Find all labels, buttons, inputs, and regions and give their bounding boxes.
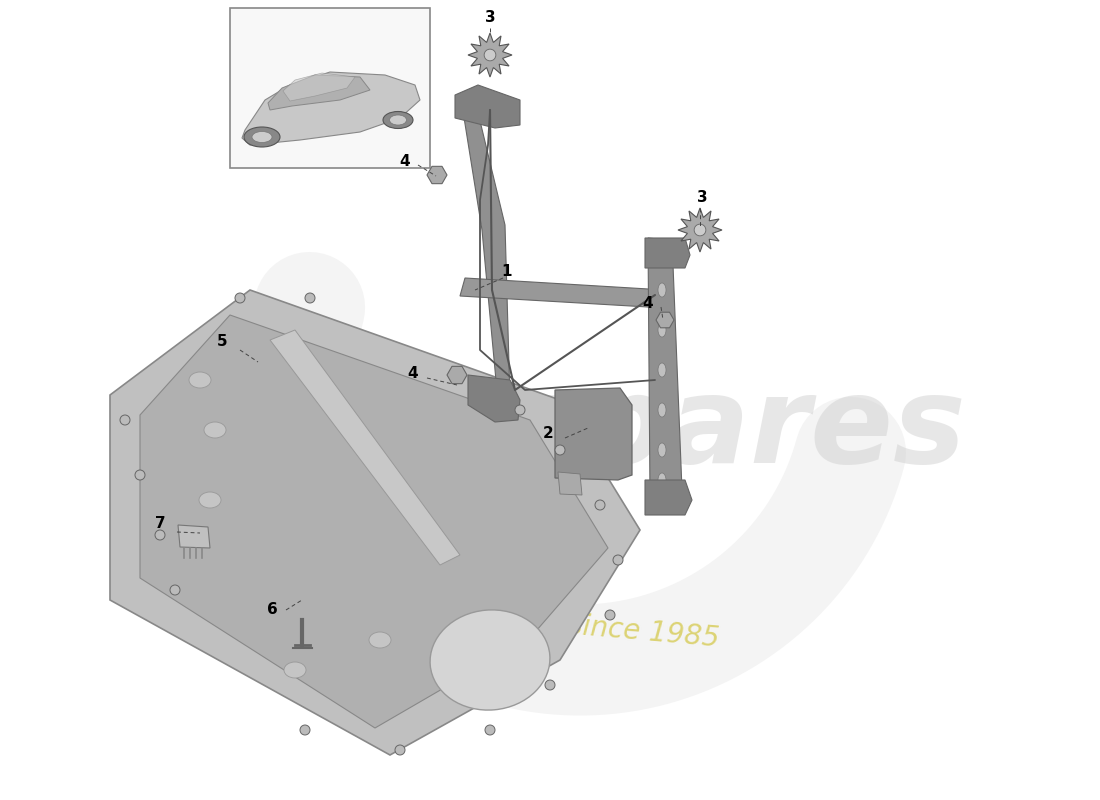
Ellipse shape [252,131,272,142]
Polygon shape [678,208,722,252]
Polygon shape [648,238,682,510]
Polygon shape [468,375,520,422]
Circle shape [595,500,605,510]
Ellipse shape [244,127,280,147]
Text: 3: 3 [696,190,707,205]
Circle shape [485,725,495,735]
Ellipse shape [658,403,666,417]
Ellipse shape [204,422,226,438]
Ellipse shape [658,283,666,297]
Ellipse shape [368,632,390,648]
Text: 4: 4 [642,295,653,310]
Circle shape [170,585,180,595]
Circle shape [135,470,145,480]
Ellipse shape [389,115,407,125]
Circle shape [305,293,315,303]
Polygon shape [460,278,666,308]
Circle shape [300,725,310,735]
FancyBboxPatch shape [230,8,430,168]
Text: a passion for parts since 1985: a passion for parts since 1985 [300,588,720,652]
Circle shape [155,530,165,540]
Circle shape [515,405,525,415]
Polygon shape [556,388,632,480]
Ellipse shape [658,363,666,377]
Ellipse shape [658,443,666,457]
Circle shape [694,224,706,236]
Ellipse shape [658,473,666,487]
Ellipse shape [430,610,550,710]
Ellipse shape [383,111,412,129]
Circle shape [613,555,623,565]
Polygon shape [645,238,690,268]
Ellipse shape [284,662,306,678]
Polygon shape [140,315,608,728]
Text: 2: 2 [542,426,553,441]
Circle shape [395,745,405,755]
Polygon shape [427,166,447,184]
Polygon shape [447,366,468,384]
Ellipse shape [658,323,666,337]
Circle shape [605,610,615,620]
Circle shape [120,415,130,425]
Text: 7: 7 [155,517,165,531]
Polygon shape [268,75,370,110]
Polygon shape [283,73,355,101]
Polygon shape [558,472,582,495]
Polygon shape [110,290,640,755]
Circle shape [556,445,565,455]
Text: 4: 4 [408,366,418,382]
Text: 3: 3 [485,10,495,26]
Ellipse shape [189,372,211,388]
Text: 5: 5 [217,334,228,350]
Polygon shape [462,100,510,402]
Polygon shape [645,480,692,515]
Text: 6: 6 [266,602,277,618]
Circle shape [235,293,245,303]
Polygon shape [455,85,520,128]
Text: 4: 4 [399,154,410,170]
Text: 1: 1 [502,265,513,279]
Circle shape [544,680,556,690]
Polygon shape [468,33,512,77]
Text: eurospares: eurospares [194,371,967,489]
Circle shape [484,49,496,61]
Polygon shape [270,330,460,565]
Ellipse shape [199,492,221,508]
Polygon shape [242,72,420,145]
Polygon shape [178,525,210,548]
Polygon shape [656,312,674,328]
